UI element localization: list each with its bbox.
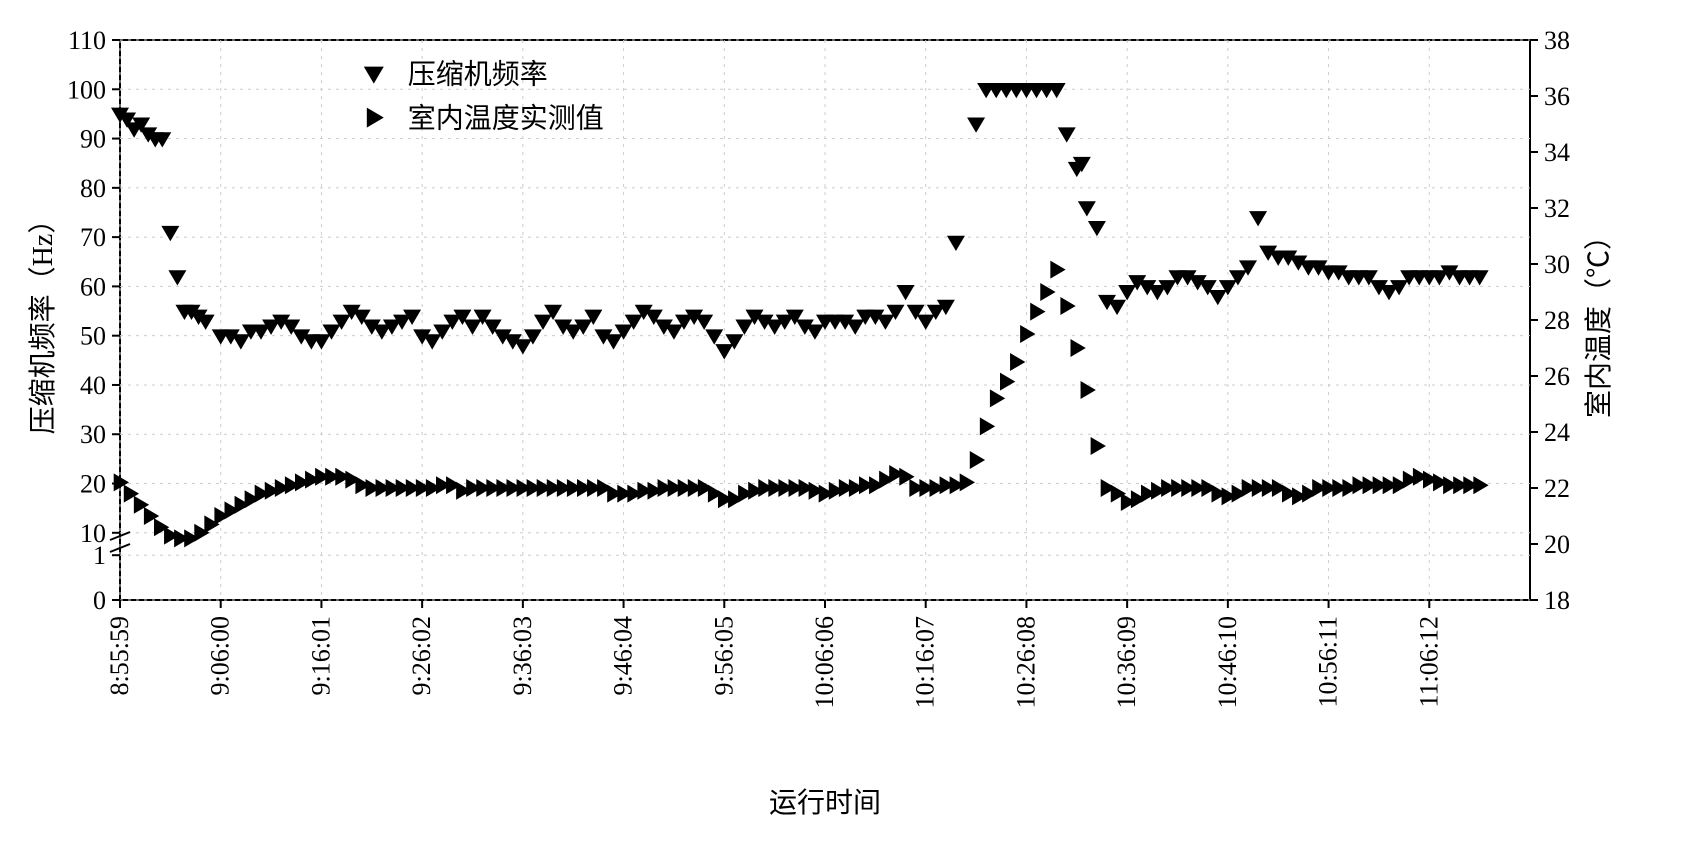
y-right-tick-label: 30 bbox=[1544, 250, 1570, 279]
x-tick-label: 9:26:02 bbox=[407, 616, 436, 695]
y-right-tick-label: 20 bbox=[1544, 530, 1570, 559]
y-left-tick-label: 80 bbox=[80, 174, 106, 203]
y-right-tick-label: 32 bbox=[1544, 194, 1570, 223]
y-left-tick-label: 50 bbox=[80, 322, 106, 351]
chart-container: 8:55:59 9:06:00 9:16:01 9:26:02 9:36:03 9:46:… bbox=[20, 20, 1664, 824]
x-tick-label: 8:55:59 bbox=[105, 616, 134, 695]
svg-text:室内温度（℃）: 室内温度（℃） bbox=[1583, 222, 1615, 418]
x-tick-label: 10:26:08 bbox=[1011, 616, 1040, 708]
y-left-tick-label: 90 bbox=[80, 125, 106, 154]
y-left-tick-label: 40 bbox=[80, 371, 106, 400]
x-tick-label: 9:36:03 bbox=[508, 616, 537, 695]
y-left-tick-label: 20 bbox=[80, 470, 106, 499]
y-left-tick-label: 60 bbox=[80, 272, 106, 301]
y-right-tick-label: 28 bbox=[1544, 306, 1570, 335]
x-tick-label: 9:06:00 bbox=[206, 616, 235, 695]
y-left-tick-label: 100 bbox=[67, 75, 106, 104]
x-tick-label: 9:56:05 bbox=[709, 616, 738, 695]
legend-label: 室内温度实测值 bbox=[408, 103, 604, 135]
y-left-tick-label: 70 bbox=[80, 223, 106, 252]
y-right-tick-label: 18 bbox=[1544, 586, 1570, 615]
y-right-tick-label: 34 bbox=[1544, 138, 1570, 167]
x-tick-label: 9:16:01 bbox=[306, 616, 335, 695]
chart-svg: 8:55:59 9:06:00 9:16:01 9:26:02 9:36:03 9:46:… bbox=[20, 20, 1664, 824]
x-tick-label: 10:06:06 bbox=[810, 616, 839, 708]
y-left-label: 压缩机频率（Hz） bbox=[27, 206, 59, 435]
x-tick-label: 10:46:10 bbox=[1213, 616, 1242, 708]
y-left-tick-label: 30 bbox=[80, 420, 106, 449]
y-right-tick-label: 36 bbox=[1544, 82, 1570, 111]
legend-label: 压缩机频率 bbox=[408, 59, 548, 91]
y-right-tick-label: 26 bbox=[1544, 362, 1570, 391]
y-left-tick-label: 10 bbox=[80, 519, 106, 548]
x-tick-label: 10:36:09 bbox=[1112, 616, 1141, 708]
y-right-tick-label: 38 bbox=[1544, 26, 1570, 55]
y-right-tick-label: 22 bbox=[1544, 474, 1570, 503]
svg-text:压缩机频率（Hz）: 压缩机频率（Hz） bbox=[27, 206, 59, 435]
y-right-label: 室内温度（℃） bbox=[1583, 222, 1615, 418]
y-left-tick-label: 0 bbox=[93, 586, 106, 615]
x-tick-label: 10:16:07 bbox=[911, 616, 940, 708]
x-tick-label: 10:56:11 bbox=[1314, 616, 1343, 707]
y-left-tick-label: 110 bbox=[68, 26, 106, 55]
x-tick-label: 11:06:12 bbox=[1414, 616, 1443, 707]
x-label: 运行时间 bbox=[769, 787, 881, 819]
x-tick-label: 9:46:04 bbox=[609, 616, 638, 695]
y-right-tick-label: 24 bbox=[1544, 418, 1570, 447]
